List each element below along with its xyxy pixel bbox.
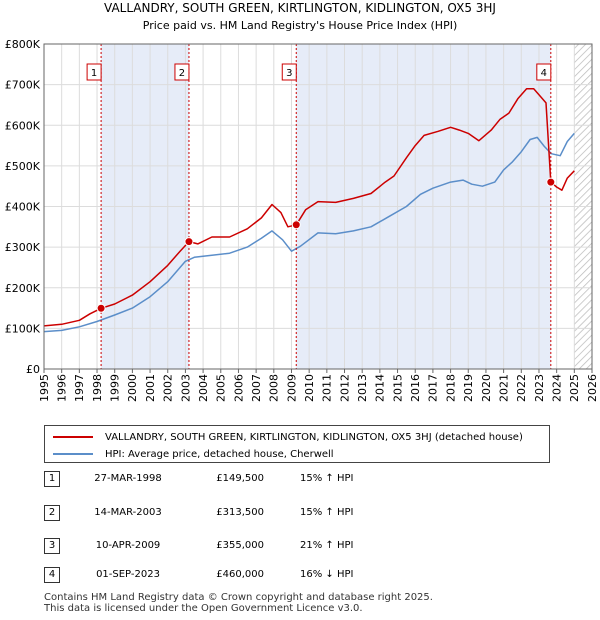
sale-label-number: 4 bbox=[541, 68, 547, 79]
sale-label-box bbox=[281, 63, 297, 81]
sale-number-badge: 2 bbox=[44, 505, 60, 521]
plot-frame bbox=[43, 43, 593, 370]
y-tick-label: £200K bbox=[5, 282, 41, 295]
sale-date: 10-APR-2009 bbox=[95, 540, 161, 551]
sale-label-number: 2 bbox=[179, 68, 185, 79]
axes: £0 £100K £200K £300K £400K £500K £600K £700K £80… bbox=[5, 38, 599, 402]
price-chart: VALLANDRY, SOUTH GREEN, KIRTLINGTON, KID… bbox=[5, 1, 599, 402]
series-line bbox=[43, 87, 575, 327]
sale-date: 14-MAR-2003 bbox=[94, 507, 162, 518]
x-tick-label: 2014 bbox=[374, 374, 387, 402]
legend-swatch-property bbox=[53, 436, 93, 438]
sale-price: £149,500 bbox=[216, 473, 264, 484]
sale-price: £460,000 bbox=[216, 569, 264, 580]
x-tick-label: 2007 bbox=[250, 374, 263, 402]
x-tick-label: 2019 bbox=[462, 374, 475, 402]
chart-title: VALLANDRY, SOUTH GREEN, KIRTLINGTON, KID… bbox=[104, 1, 496, 15]
table-row: 3 10-APR-2009 £355,000 21% ↑ HPI bbox=[44, 538, 464, 554]
table-row: 1 27-MAR-1998 £149,500 15% ↑ HPI bbox=[44, 471, 464, 487]
sale-price: £355,000 bbox=[216, 540, 264, 551]
x-tick-label: 2008 bbox=[268, 374, 281, 402]
y-tick-label: £600K bbox=[5, 119, 41, 132]
sale-number-badge: 3 bbox=[44, 538, 60, 554]
x-tick-label: 2002 bbox=[162, 374, 175, 402]
sale-price: £313,500 bbox=[216, 507, 264, 518]
x-tick-label: 2009 bbox=[285, 374, 298, 402]
sale-point bbox=[184, 237, 194, 247]
x-tick-label: 2004 bbox=[197, 374, 210, 402]
x-tick-label: 2010 bbox=[303, 374, 316, 402]
x-tick-label: 2001 bbox=[144, 374, 157, 402]
sale-point bbox=[96, 303, 106, 313]
x-tick-label: 2026 bbox=[586, 374, 599, 402]
x-tick-label: 2018 bbox=[444, 374, 457, 402]
legend: VALLANDRY, SOUTH GREEN, KIRTLINGTON, KID… bbox=[44, 425, 550, 463]
x-tick-label: 2016 bbox=[409, 374, 422, 402]
table-row: 2 14-MAR-2003 £313,500 15% ↑ HPI bbox=[44, 505, 464, 521]
x-tick-label: 1997 bbox=[73, 374, 86, 402]
y-tick-label: £300K bbox=[5, 241, 41, 254]
x-tick-label: 1998 bbox=[91, 374, 104, 402]
legend-label-property: VALLANDRY, SOUTH GREEN, KIRTLINGTON, KID… bbox=[105, 431, 523, 443]
sale-number-badge: 4 bbox=[44, 567, 60, 583]
x-tick-label: 2012 bbox=[338, 374, 351, 402]
sale-hpi-change: 21% ↑ HPI bbox=[300, 540, 354, 551]
x-tick-label: 2011 bbox=[321, 374, 334, 402]
x-tick-label: 2017 bbox=[427, 374, 440, 402]
chart-subtitle: Price paid vs. HM Land Registry's House … bbox=[143, 19, 458, 32]
x-tick-label: 2021 bbox=[497, 374, 510, 402]
sale-number-badge: 1 bbox=[44, 471, 60, 487]
x-tick-label: 2022 bbox=[515, 374, 528, 402]
x-tick-label: 2005 bbox=[215, 374, 228, 402]
y-tick-label: £500K bbox=[5, 160, 41, 173]
sale-label-box bbox=[86, 63, 102, 81]
x-tick-label: 1995 bbox=[38, 374, 51, 402]
x-tick-label: 2020 bbox=[480, 374, 493, 402]
x-tick-label: 2015 bbox=[391, 374, 404, 402]
x-tick-label: 2000 bbox=[126, 374, 139, 402]
legend-item-property: VALLANDRY, SOUTH GREEN, KIRTLINGTON, KID… bbox=[53, 429, 523, 445]
y-tick-label: £100K bbox=[5, 322, 41, 335]
y-tick-label: £0 bbox=[26, 363, 40, 376]
footer-line-licence: This data is licensed under the Open Gov… bbox=[44, 603, 363, 614]
sale-label-number: 1 bbox=[91, 68, 97, 79]
x-tick-label: 2006 bbox=[232, 374, 245, 402]
sale-label-box bbox=[174, 63, 190, 81]
y-tick-label: £800K bbox=[5, 38, 41, 51]
sale-label-number: 3 bbox=[286, 68, 292, 79]
x-tick-label: 2025 bbox=[568, 374, 581, 402]
legend-item-hpi: HPI: Average price, detached house, Cher… bbox=[53, 446, 334, 462]
y-tick-label: £700K bbox=[5, 79, 41, 92]
sale-point bbox=[291, 220, 301, 230]
legend-label-hpi: HPI: Average price, detached house, Cher… bbox=[105, 448, 334, 460]
sale-label-box bbox=[536, 63, 552, 81]
series-lines bbox=[43, 87, 575, 333]
sale-hpi-change: 15% ↑ HPI bbox=[300, 473, 354, 484]
sale-hpi-change: 16% ↓ HPI bbox=[300, 569, 354, 580]
table-row: 4 01-SEP-2023 £460,000 16% ↓ HPI bbox=[44, 567, 464, 583]
footer-line-copyright: Contains HM Land Registry data © Crown c… bbox=[44, 592, 433, 603]
legend-swatch-hpi bbox=[53, 453, 93, 455]
x-tick-label: 2024 bbox=[550, 374, 563, 402]
series-line bbox=[43, 132, 575, 333]
x-tick-label: 1996 bbox=[56, 374, 69, 402]
y-tick-label: £400K bbox=[5, 201, 41, 214]
sale-hpi-change: 15% ↑ HPI bbox=[300, 507, 354, 518]
x-tick-label: 2013 bbox=[356, 374, 369, 402]
sale-date: 27-MAR-1998 bbox=[94, 473, 162, 484]
x-tick-label: 1999 bbox=[109, 374, 122, 402]
x-tick-label: 2023 bbox=[533, 374, 546, 402]
x-tick-label: 2003 bbox=[179, 374, 192, 402]
sale-point bbox=[546, 177, 556, 187]
sale-markers: 1 2 3 4 bbox=[86, 44, 556, 369]
footer-credit: Contains HM Land Registry data © Crown c… bbox=[44, 592, 433, 614]
sale-date: 01-SEP-2023 bbox=[96, 569, 160, 580]
